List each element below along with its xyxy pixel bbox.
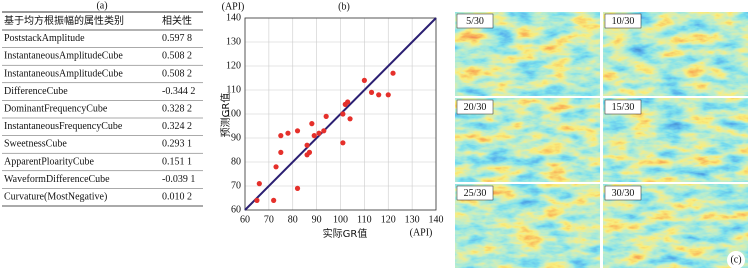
attribute-name: InstantaneousAmplitudeCube: [4, 68, 123, 79]
x-tick-label: 110: [357, 214, 372, 225]
point: [285, 130, 291, 136]
x-tick-label: 100: [333, 214, 348, 225]
point: [347, 116, 353, 122]
y-tick-label: 140: [226, 12, 241, 23]
panel-label: 20/30: [464, 102, 487, 113]
point: [368, 89, 375, 95]
point: [294, 128, 301, 134]
point: [278, 149, 284, 155]
attribute-name: Curvature(MostNegative): [4, 191, 107, 202]
panel-label: 30/30: [612, 188, 635, 199]
attribute-name: ApparentPloarityCube: [4, 156, 95, 167]
panel-label: 15/30: [612, 102, 635, 113]
y-axis-label: 预测GR值: [219, 93, 232, 138]
attribute-name: WaveformDifferenceCube: [4, 174, 110, 185]
correlation: -0.039 1: [162, 174, 195, 185]
table: 基于均方根振幅的属性类别 相关性 PoststackAmplitude 0.597 8…: [2, 11, 203, 207]
point: [385, 92, 391, 98]
panel-label: 10/30: [612, 16, 635, 27]
attribute-name: InstantaneousAmplitudeCube: [4, 51, 123, 62]
y-tick-label: 100: [226, 108, 241, 119]
x-tick-label: 80: [288, 214, 298, 225]
point: [311, 133, 317, 139]
x-tick-label: 70: [264, 214, 274, 225]
point: [316, 130, 322, 136]
point: [323, 113, 329, 119]
correlation: 0.508 2: [162, 51, 192, 62]
point: [390, 70, 396, 76]
table-header: 基于均方根振幅的属性类别: [4, 14, 124, 27]
point: [321, 128, 327, 134]
scatter-chart: 60 70 80 90 100 110 120 130 140 60 70 80 90 100 110 120…: [226, 12, 444, 225]
y-tick-label: 120: [226, 60, 241, 71]
correlation: -0.344 2: [162, 86, 195, 97]
image-panels: 5/30 10/30 20/30 15/30: [454, 11, 749, 269]
table-header: 相关性: [162, 14, 192, 27]
point: [294, 185, 301, 191]
point: [306, 149, 313, 155]
y-tick-label: 90: [231, 132, 241, 143]
attribute-name: DominantFrequencyCube: [4, 103, 108, 114]
point: [271, 197, 277, 203]
x-tick-label: 60: [240, 214, 250, 225]
point: [345, 99, 351, 105]
point: [273, 164, 279, 170]
point: [278, 133, 284, 139]
x-unit: (API): [410, 227, 433, 238]
attribute-name: DifferenceCube: [4, 86, 68, 97]
point: [340, 140, 346, 146]
y-tick-label: 60: [231, 204, 241, 215]
correlation: 0.010 2: [162, 191, 192, 202]
y-unit: (API): [222, 1, 245, 12]
panel-label: 25/30: [464, 188, 487, 199]
x-axis-label: 实际GR值: [323, 227, 368, 240]
correlation: 0.324 2: [162, 121, 192, 132]
y-tick-label: 70: [231, 180, 241, 191]
x-tick-label: 130: [405, 214, 420, 225]
y-tick-label: 110: [226, 84, 241, 95]
point: [304, 142, 310, 148]
panel-label-box: [456, 13, 494, 29]
x-tick-label: 120: [381, 214, 396, 225]
point: [376, 92, 382, 98]
chart-title: (b): [338, 1, 350, 12]
correlation: 0.293 1: [162, 139, 192, 150]
correlation: 0.508 2: [162, 68, 192, 79]
panel-label: 5/30: [466, 16, 484, 27]
table-label: (a): [96, 0, 107, 11]
panel-label-box: [604, 185, 642, 201]
attribute-name: InstantaneousFrequencyCube: [4, 121, 123, 132]
panel-label-box: [604, 99, 642, 115]
correlation: 0.328 2: [162, 103, 192, 114]
panel-label-box: [604, 13, 642, 29]
panel-label-box: [456, 99, 494, 115]
x-tick-label: 140: [429, 214, 444, 225]
panel-label-box: [456, 185, 494, 201]
attribute-name: PoststackAmplitude: [4, 33, 85, 44]
point: [256, 181, 262, 187]
point: [361, 77, 367, 83]
point: [309, 121, 315, 127]
correlation: 0.151 1: [162, 156, 192, 167]
panel-tag-bg: [727, 251, 745, 269]
attribute-name: SweetnessCube: [4, 139, 67, 150]
correlation: 0.597 8: [162, 33, 192, 44]
figure-label: (c): [730, 254, 741, 265]
y-tick-label: 80: [231, 156, 241, 167]
x-tick-label: 90: [312, 214, 322, 225]
y-tick-label: 130: [226, 36, 241, 47]
point: [340, 111, 346, 117]
point: [254, 197, 260, 203]
plot-frame: [244, 17, 437, 211]
